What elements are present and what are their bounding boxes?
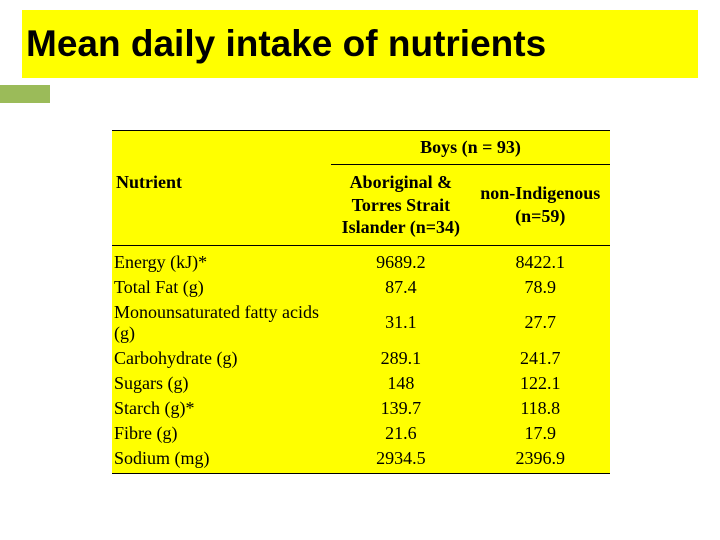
nutrient-cell: Sodium (mg)	[112, 446, 331, 474]
nutrient-cell: Starch (g)*	[112, 396, 331, 421]
table-row: Fibre (g) 21.6 17.9	[112, 421, 610, 446]
group-header-row: Boys (n = 93)	[112, 131, 610, 165]
table-row: Sugars (g) 148 122.1	[112, 371, 610, 396]
table-body: Energy (kJ)* 9689.2 8422.1 Total Fat (g)…	[112, 245, 610, 473]
table-row: Total Fat (g) 87.4 78.9	[112, 275, 610, 300]
header-blank	[112, 131, 331, 165]
value-cell: 78.9	[471, 275, 610, 300]
value-cell: 21.6	[331, 421, 470, 446]
nutrient-cell: Fibre (g)	[112, 421, 331, 446]
column-header-row: Nutrient Aboriginal & Torres Strait Isla…	[112, 165, 610, 246]
nutrient-cell: Carbohydrate (g)	[112, 346, 331, 371]
value-cell: 8422.1	[471, 245, 610, 275]
nutrient-column-header: Nutrient	[112, 165, 331, 246]
value-cell: 118.8	[471, 396, 610, 421]
value-cell: 139.7	[331, 396, 470, 421]
value-cell: 27.7	[471, 300, 610, 346]
nutrient-cell: Monounsaturated fatty acids (g)	[112, 300, 331, 346]
value-cell: 87.4	[331, 275, 470, 300]
nutrient-cell: Sugars (g)	[112, 371, 331, 396]
page-title: Mean daily intake of nutrients	[26, 23, 546, 65]
table-row: Starch (g)* 139.7 118.8	[112, 396, 610, 421]
accent-stripe	[0, 85, 50, 103]
table-row: Sodium (mg) 2934.5 2396.9	[112, 446, 610, 474]
value-cell: 148	[331, 371, 470, 396]
group-header: Boys (n = 93)	[331, 131, 610, 165]
nutrient-cell: Energy (kJ)*	[112, 245, 331, 275]
nutrient-cell: Total Fat (g)	[112, 275, 331, 300]
value-cell: 241.7	[471, 346, 610, 371]
value-cell: 9689.2	[331, 245, 470, 275]
table-row: Monounsaturated fatty acids (g) 31.1 27.…	[112, 300, 610, 346]
table-row: Carbohydrate (g) 289.1 241.7	[112, 346, 610, 371]
value-cell: 2396.9	[471, 446, 610, 474]
value-cell: 17.9	[471, 421, 610, 446]
value-cell: 2934.5	[331, 446, 470, 474]
value-cell: 289.1	[331, 346, 470, 371]
col1-header: Aboriginal & Torres Strait Islander (n=3…	[331, 165, 470, 246]
nutrient-table: Boys (n = 93) Nutrient Aboriginal & Torr…	[112, 130, 610, 474]
title-bar: Mean daily intake of nutrients	[22, 10, 698, 78]
value-cell: 122.1	[471, 371, 610, 396]
nutrient-table-container: Boys (n = 93) Nutrient Aboriginal & Torr…	[112, 130, 610, 474]
col2-header: non-Indigenous (n=59)	[471, 165, 610, 246]
table-row: Energy (kJ)* 9689.2 8422.1	[112, 245, 610, 275]
value-cell: 31.1	[331, 300, 470, 346]
